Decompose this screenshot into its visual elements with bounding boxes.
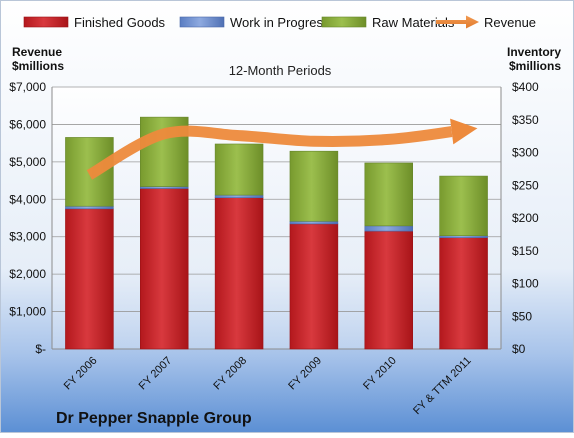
right-tick-label: $0 — [512, 342, 526, 356]
legend-item-finished-goods: Finished Goods — [23, 15, 166, 30]
right-tick-label: $100 — [512, 277, 539, 291]
left-tick-label: $2,000 — [9, 267, 46, 281]
legend-swatch-work-in-progress — [179, 16, 225, 28]
left-tick-label: $4,000 — [9, 192, 46, 206]
bar-raw-materials — [439, 175, 488, 236]
gridlines — [52, 86, 501, 312]
left-axis-title-line1: Revenue — [12, 45, 62, 59]
left-tick-label: $3,000 — [9, 230, 46, 244]
right-tick-label: $150 — [512, 244, 539, 258]
left-tick-label: $7,000 — [9, 80, 46, 94]
left-tick-label: $1,000 — [9, 305, 46, 319]
bar-series — [65, 116, 488, 350]
left-axis-title-line2: $millions — [12, 59, 64, 73]
bar-work-in-progress — [364, 225, 413, 232]
right-axis-title-line1: Inventory — [507, 45, 561, 59]
revenue-series — [86, 118, 478, 180]
right-tick-label: $350 — [512, 113, 539, 127]
legend-swatch-raw-materials — [321, 16, 367, 28]
company-name: Dr Pepper Snapple Group — [56, 410, 252, 427]
right-tick-label: $300 — [512, 146, 539, 160]
bar-finished-goods — [65, 208, 114, 350]
bar-work-in-progress — [65, 205, 114, 210]
legend-label-raw-materials: Raw Materials — [372, 15, 455, 30]
legend-item-revenue: Revenue — [436, 15, 536, 30]
bar-finished-goods — [364, 230, 413, 350]
legend-item-work-in-progress: Work in Progress — [179, 15, 330, 30]
right-tick-label: $400 — [512, 80, 539, 94]
right-tick-label: $50 — [512, 309, 532, 323]
legend-label-work-in-progress: Work in Progress — [230, 15, 330, 30]
left-axis-ticks: $- $1,000 $2,000 $3,000 $4,000 $5,000 $6,000 $7… — [9, 80, 46, 356]
left-tick-label: $6,000 — [9, 117, 46, 131]
bar-finished-goods — [140, 188, 189, 350]
legend-swatch-finished-goods — [23, 16, 69, 28]
revenue-line — [86, 125, 453, 180]
legend: Finished Goods Work in Progress Raw Mate… — [23, 15, 536, 30]
bar-raw-materials — [289, 150, 339, 222]
bar-finished-goods — [289, 223, 339, 350]
legend-label-finished-goods: Finished Goods — [74, 15, 166, 30]
bar-finished-goods — [439, 237, 488, 350]
bar-raw-materials — [214, 143, 264, 196]
right-tick-label: $200 — [512, 211, 539, 225]
legend-label-revenue: Revenue — [484, 15, 536, 30]
plot-area — [52, 87, 501, 349]
chart-title: 12-Month Periods — [229, 63, 332, 78]
left-tick-label: $- — [35, 342, 46, 356]
right-axis-title-line2: $millions — [509, 59, 561, 73]
bar-raw-materials — [364, 162, 413, 227]
bar-work-in-progress — [214, 194, 264, 198]
bar-work-in-progress — [289, 220, 339, 225]
right-tick-label: $250 — [512, 178, 539, 192]
bar-finished-goods — [214, 197, 264, 350]
revenue-arrowhead — [450, 118, 478, 145]
right-axis-ticks: $0 $50 $100 $150 $200 $250 $300 $350 $400 — [512, 80, 539, 356]
left-tick-label: $5,000 — [9, 155, 46, 169]
legend-arrow-revenue — [436, 15, 479, 29]
legend-item-raw-materials: Raw Materials — [321, 15, 455, 30]
